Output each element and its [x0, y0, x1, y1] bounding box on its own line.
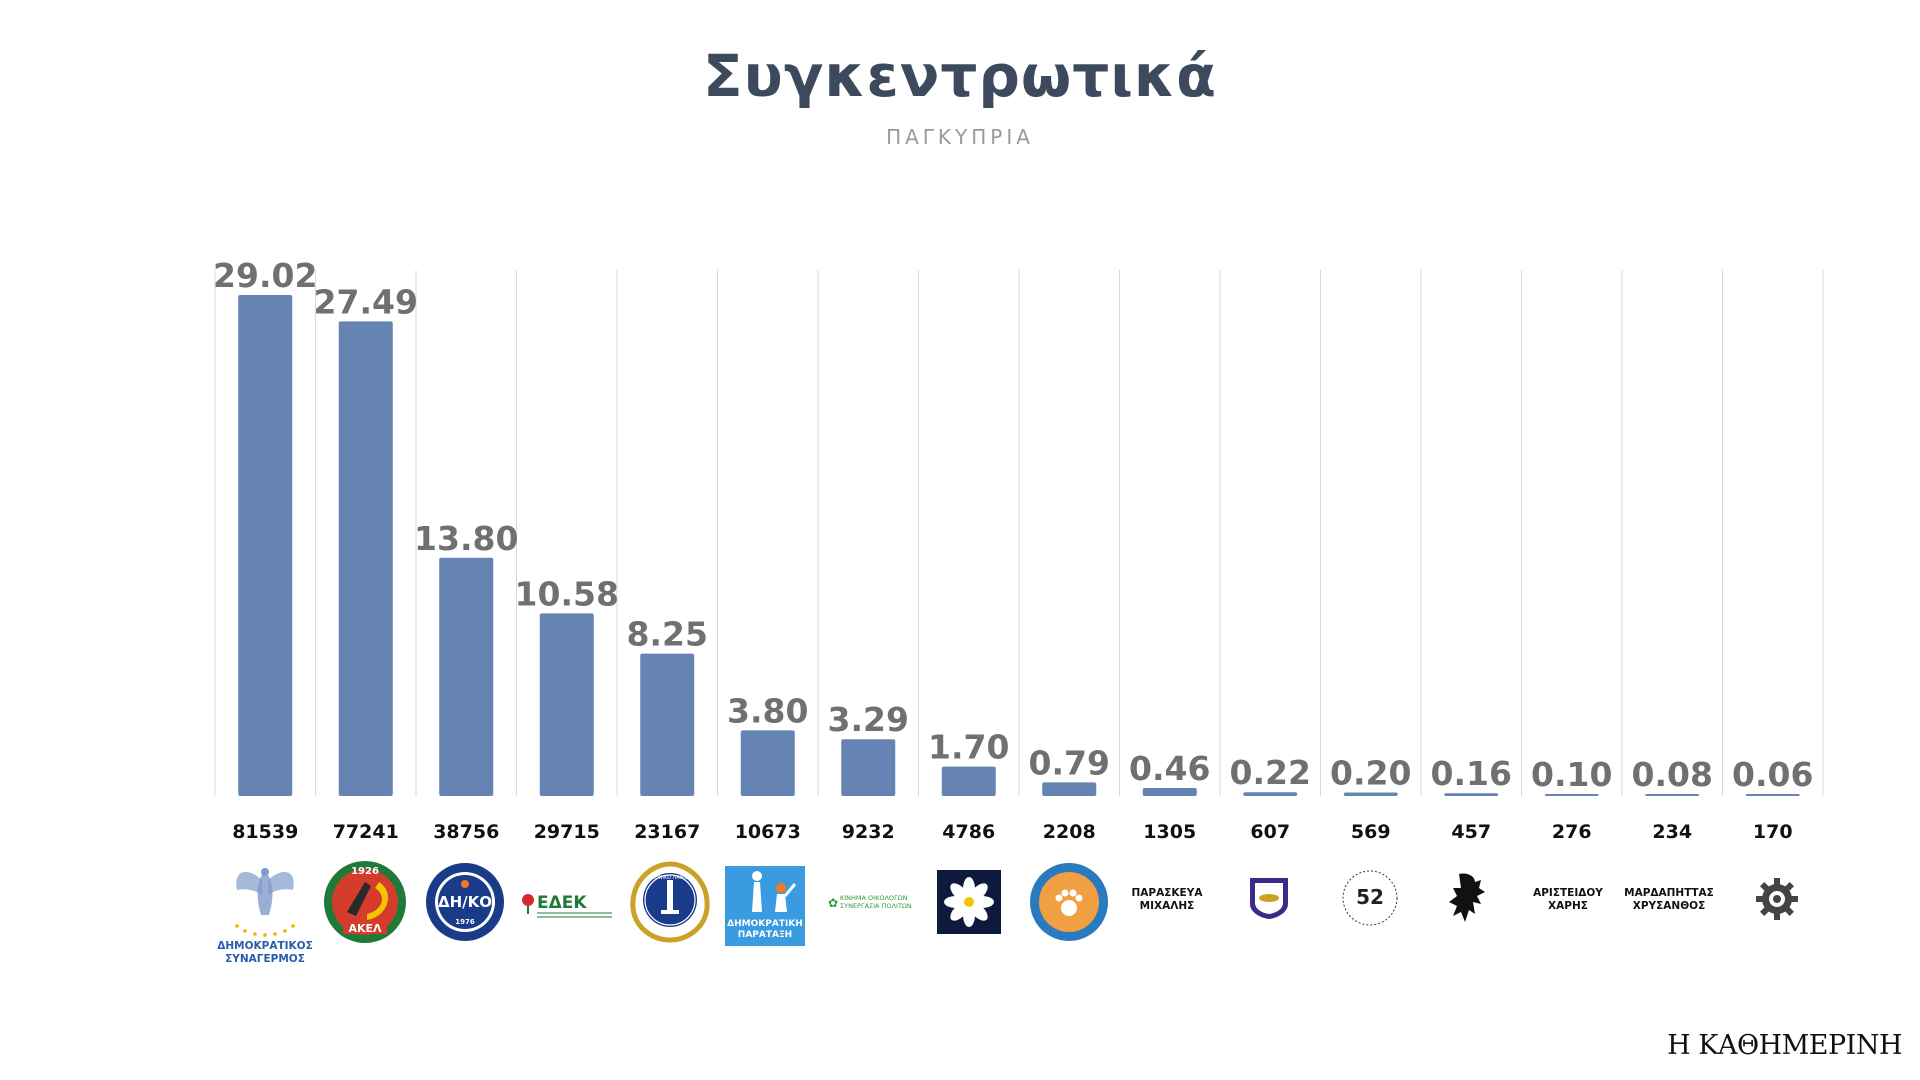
edek-logo-text: ΕΔΕΚ: [537, 893, 587, 913]
chart-subtitle: ΠΑΓΚΥΠΡΙΑ: [886, 125, 1034, 149]
svg-text:52: 52: [1356, 885, 1384, 909]
vote-count-8: 2208: [1043, 821, 1096, 843]
vote-count-6: 9232: [842, 821, 895, 843]
disy-emblem-icon: [235, 868, 295, 937]
value-label-9: 0.46: [1129, 749, 1210, 788]
charis-caption: ΑΡΙΣΤΕΙΔΟΥ ΧΑΡΗΣ: [1513, 887, 1623, 913]
bar-8: [1042, 782, 1097, 796]
akel-logo: ΑΚΕΛ 1926: [324, 861, 406, 943]
elam-logo: ΕΘΝΙΚΟ ΛΑΪΚΟ: [630, 861, 710, 943]
charis-caption-line-1: ΑΡΙΣΤΕΙΔΟΥ: [1533, 887, 1603, 899]
value-label-13: 0.10: [1531, 755, 1612, 794]
bar-6: [841, 739, 896, 796]
dipa-caption-line-1: ΔΗΜΟΚΡΑΤΙΚΗ: [727, 919, 803, 929]
allileggyi-logo: [937, 870, 1001, 934]
vote-count-4: 23167: [634, 821, 700, 843]
greens-caption-line-1: ΚΙΝΗΜΑ ΟΙΚΟΛΟΓΩΝ: [840, 894, 908, 902]
michalis-caption-line-2: ΜΙΧΑΛΗΣ: [1139, 900, 1195, 912]
bar-15: [1745, 794, 1800, 796]
value-label-5: 3.80: [727, 691, 808, 730]
dipa-caption-line-2: ΠΑΡΑΤΑΞΗ: [737, 930, 793, 940]
vote-count-5: 10673: [735, 821, 801, 843]
diko-logo: ΔΗ/ΚΟ 1976: [426, 863, 504, 941]
elam-logo-text: ΕΘΝΙΚΟ ΛΑΪΚΟ: [652, 874, 689, 881]
dipa-logo: ΔΗΜΟΚΡΑΤΙΚΗ ΠΑΡΑΤΑΞΗ: [725, 866, 805, 946]
value-label-3: 10.58: [515, 574, 619, 613]
vote-count-1: 77241: [333, 821, 399, 843]
value-label-0: 29.02: [213, 256, 317, 295]
vote-count-7: 4786: [942, 821, 995, 843]
shield-logo: [1250, 878, 1288, 919]
greens-caption-line-2: ΣΥΝΕΡΓΑΣΙΑ ΠΟΛΙΤΩΝ: [840, 902, 912, 910]
value-label-12: 0.16: [1431, 754, 1512, 793]
animal-party-logo: [1030, 863, 1108, 941]
bar-9: [1142, 788, 1197, 796]
bar-11: [1343, 792, 1398, 796]
greens-flower-icon: ✿: [828, 896, 839, 910]
vote-count-13: 276: [1552, 821, 1592, 843]
michalis-caption: ΠΑΡΑΣΚΕΥΑ ΜΙΧΑΛΗΣ: [1112, 887, 1222, 913]
chrysanthos-caption: ΜΑΡΔΑΠΗΤΤΑΣ ΧΡΥΣΑΝΘΟΣ: [1614, 887, 1724, 913]
bar-7: [941, 766, 996, 796]
value-label-7: 1.70: [928, 728, 1009, 767]
diko-logo-text: ΔΗ/ΚΟ: [438, 893, 492, 911]
bar-0: [238, 295, 293, 796]
diko-logo-year: 1976: [455, 918, 475, 926]
newspaper-brand: Η ΚΑΘΗΜΕΡΙΝΗ: [1667, 1030, 1902, 1061]
gear-logo: [1756, 878, 1798, 920]
bar-4: [640, 653, 695, 796]
bar-14: [1645, 794, 1700, 796]
michalis-caption-line-1: ΠΑΡΑΣΚΕΥΑ: [1131, 887, 1203, 899]
chart-title: Συγκεντρωτικά: [703, 42, 1217, 110]
value-label-15: 0.06: [1732, 755, 1813, 794]
vote-count-15: 170: [1753, 821, 1793, 843]
charis-caption-line-2: ΧΑΡΗΣ: [1548, 900, 1588, 912]
bar-2: [439, 557, 494, 796]
bar-12: [1444, 793, 1499, 796]
vote-count-2: 38756: [433, 821, 499, 843]
chrysanthos-caption-line-2: ΧΡΥΣΑΝΘΟΣ: [1632, 900, 1706, 912]
value-label-8: 0.79: [1029, 743, 1110, 782]
dipa-figures-icon: [752, 871, 797, 912]
bar-10: [1243, 792, 1298, 796]
greens-logo: ✿ ΚΙΝΗΜΑ ΟΙΚΟΛΟΓΩΝ ΣΥΝΕΡΓΑΣΙΑ ΠΟΛΙΤΩΝ: [828, 894, 918, 910]
lion-logo: [1449, 873, 1485, 922]
akel-logo-text: ΑΚΕΛ: [348, 922, 382, 935]
value-label-11: 0.20: [1330, 754, 1411, 793]
bar-5: [740, 730, 795, 796]
vote-count-11: 569: [1351, 821, 1391, 843]
edek-logo: ΕΔΕΚ: [522, 893, 612, 918]
value-label-2: 13.80: [414, 519, 518, 558]
kinima-52-logo: 52: [1342, 870, 1398, 926]
bar-3: [539, 613, 594, 796]
vote-count-3: 29715: [534, 821, 600, 843]
vote-count-10: 607: [1250, 821, 1290, 843]
vote-count-0: 81539: [232, 821, 298, 843]
value-label-1: 27.49: [314, 282, 418, 321]
value-label-4: 8.25: [627, 615, 708, 654]
value-label-6: 3.29: [828, 700, 909, 739]
disy-logo: ΔΗΜΟΚΡΑΤΙΚΟΣ ΣΥΝΑΓΕΡΜΟΣ: [215, 860, 315, 970]
disy-caption-line-2: ΣΥΝΑΓΕΡΜΟΣ: [225, 953, 305, 965]
bar-1: [338, 321, 393, 796]
value-label-10: 0.22: [1230, 753, 1311, 792]
bar-13: [1544, 794, 1599, 796]
vote-count-12: 457: [1451, 821, 1491, 843]
akel-logo-year: 1926: [351, 866, 379, 877]
disy-caption-line-1: ΔΗΜΟΚΡΑΤΙΚΟΣ: [217, 940, 313, 952]
value-label-14: 0.08: [1632, 755, 1713, 794]
vote-count-9: 1305: [1143, 821, 1196, 843]
chrysanthos-caption-line-1: ΜΑΡΔΑΠΗΤΤΑΣ: [1624, 887, 1714, 899]
vote-count-14: 234: [1652, 821, 1692, 843]
